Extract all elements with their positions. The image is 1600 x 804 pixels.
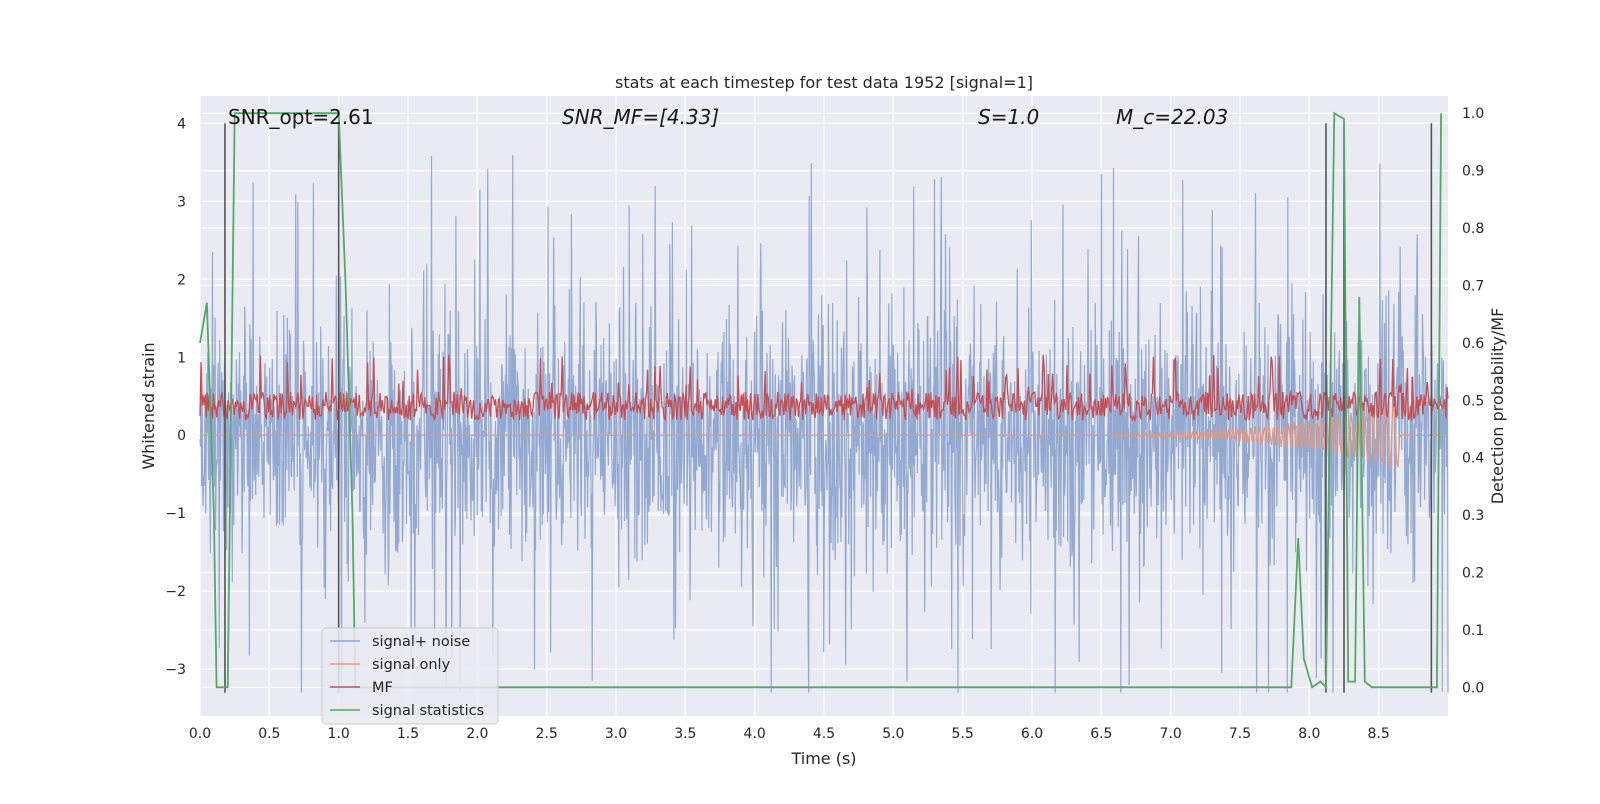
chart-title: stats at each timestep for test data 195… — [615, 73, 1033, 92]
x-tick-label: 2.0 — [466, 726, 488, 742]
series-line-signal-statistics — [199, 111, 1442, 690]
legend-box — [321, 627, 499, 725]
y-right-tick-label: 0.3 — [1462, 508, 1484, 524]
annotation-snr-mf: SNR_MF=[4.33] — [562, 105, 719, 129]
x-tick-label: 7.5 — [1229, 726, 1251, 742]
y-right-tick-label: 0.1 — [1462, 623, 1484, 639]
x-tick-label: 3.5 — [674, 726, 696, 742]
x-tick-label: 0.0 — [189, 726, 211, 742]
y-tick-label: 2 — [177, 272, 186, 288]
series-signal-statistics — [199, 111, 1442, 690]
x-tick-label: 7.0 — [1160, 726, 1182, 742]
x-tick-label: 5.5 — [952, 726, 974, 742]
series-line-signal-noise — [199, 154, 1449, 693]
y-right-tick-label: 0.8 — [1462, 221, 1484, 237]
x-tick-label: 2.5 — [536, 726, 558, 742]
x-tick-label: 8.5 — [1368, 726, 1390, 742]
y-tick-label: −1 — [165, 506, 186, 522]
series-signal-only — [200, 402, 1448, 468]
legend-label-mf: MF — [372, 680, 393, 696]
x-tick-label: 0.5 — [258, 726, 280, 742]
x-axis-label: Time (s) — [790, 749, 856, 768]
x-tick-label: 8.0 — [1298, 726, 1320, 742]
y-right-tick-labels: 0.0 0.1 0.2 0.3 0.4 0.5 0.6 0.7 0.8 0.9 1.0 — [1462, 106, 1484, 696]
x-tick-label: 1.0 — [328, 726, 350, 742]
annotation-snr-opt: SNR_opt=2.61 — [228, 105, 374, 129]
x-tick-label: 1.5 — [397, 726, 419, 742]
x-tick-label: 5.0 — [882, 726, 904, 742]
y-right-tick-label: 0.7 — [1462, 278, 1484, 294]
y-tick-label: −3 — [165, 662, 186, 678]
y-tick-label: −2 — [165, 584, 186, 600]
annotation-mc: M_c=22.03 — [1116, 105, 1228, 129]
y-axis-label: Whitened strain — [139, 342, 158, 469]
series-line-mf — [199, 354, 1449, 423]
y-right-tick-label: 0.9 — [1462, 164, 1484, 180]
y-tick-labels: −3 −2 −1 0 1 2 3 4 — [165, 116, 186, 678]
y-tick-label: 3 — [177, 194, 186, 210]
y-right-tick-label: 0.0 — [1462, 680, 1484, 696]
vertical-lines — [224, 123, 1433, 693]
legend: signal+ noise signal only MF signal stat… — [321, 627, 499, 725]
y-right-tick-label: 0.6 — [1462, 336, 1484, 352]
series-mf — [199, 354, 1449, 423]
series-line-signal-only — [200, 402, 1448, 468]
y-tick-label: 4 — [177, 116, 186, 132]
y-tick-label: 1 — [177, 350, 186, 366]
y-right-tick-label: 0.4 — [1462, 451, 1484, 467]
y-right-tick-label: 0.2 — [1462, 565, 1484, 581]
x-tick-label: 6.0 — [1021, 726, 1043, 742]
annotation-s: S=1.0 — [978, 105, 1039, 129]
legend-label-stats: signal statistics — [372, 703, 484, 719]
x-tick-label: 6.5 — [1090, 726, 1112, 742]
y-right-tick-label: 0.5 — [1462, 393, 1484, 409]
x-tick-labels: 0.0 0.5 1.0 1.5 2.0 2.5 3.0 3.5 4.0 4.5 5.0 5.5 6.0 6… — [189, 726, 1390, 742]
y-tick-label: 0 — [177, 428, 186, 444]
x-tick-label: 4.0 — [744, 726, 766, 742]
y-right-axis-label: Detection probability/MF — [1488, 308, 1507, 505]
legend-label-noise: signal+ noise — [372, 634, 470, 650]
y-right-tick-label: 1.0 — [1462, 106, 1484, 122]
x-tick-label: 3.0 — [605, 726, 627, 742]
x-tick-label: 4.5 — [813, 726, 835, 742]
series-signal-noise — [199, 154, 1449, 693]
legend-label-signal: signal only — [372, 657, 451, 673]
